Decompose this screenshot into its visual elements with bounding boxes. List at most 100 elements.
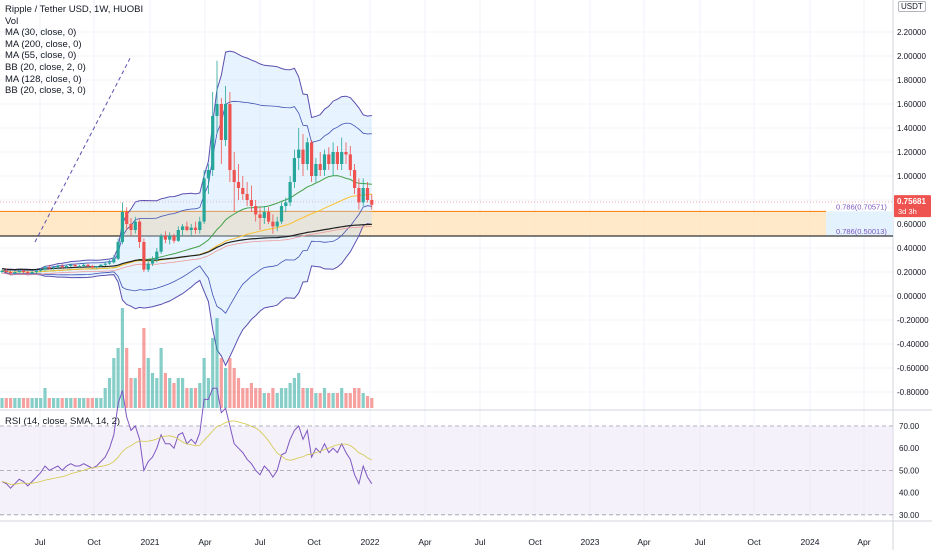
volume-bar xyxy=(138,368,142,408)
volume-bar xyxy=(181,378,185,408)
volume-bar xyxy=(271,388,275,408)
legend-ma55[interactable]: MA (55, close, 0) xyxy=(5,50,77,62)
candle-body xyxy=(168,236,172,240)
volume-bar xyxy=(305,388,309,408)
candle-body xyxy=(129,224,133,230)
candle-body xyxy=(77,266,81,267)
volume-bar xyxy=(275,393,279,408)
volume-bar xyxy=(21,398,26,408)
volume-bar xyxy=(69,398,73,408)
candle-body xyxy=(254,206,258,215)
legend-ma200[interactable]: MA (200, close, 0) xyxy=(5,38,82,50)
legend-ma128[interactable]: MA (128, close, 0) xyxy=(5,73,82,85)
rsi-tick-label: 40.00 xyxy=(899,489,920,498)
time-tick-label: 2023 xyxy=(581,537,600,547)
volume-bar xyxy=(39,398,43,408)
candle-body xyxy=(279,206,284,222)
volume-bar xyxy=(344,393,348,408)
candle-body xyxy=(47,267,51,269)
time-tick-label: 2021 xyxy=(141,537,160,547)
bb3-upper xyxy=(1,50,372,272)
volume-bar xyxy=(335,393,339,408)
candle-body xyxy=(150,260,155,264)
volume-bar xyxy=(34,398,38,408)
volume-bar xyxy=(73,398,77,408)
candle-body xyxy=(370,200,374,205)
volume-bar xyxy=(331,393,335,408)
volume-bar xyxy=(47,398,51,408)
time-tick-label: Apr xyxy=(857,537,870,547)
candle-body xyxy=(318,164,322,170)
candle-body xyxy=(155,251,159,260)
fib-zone xyxy=(0,211,826,236)
rsi-tick-label: 50.00 xyxy=(899,466,920,475)
candle-body xyxy=(43,267,47,270)
candle-body xyxy=(69,264,73,266)
candle-body xyxy=(310,142,314,176)
candle-body xyxy=(142,242,146,270)
volume-bar xyxy=(168,378,172,408)
price-tag-countdown: 3d 3h xyxy=(898,207,917,216)
time-tick-label: Oct xyxy=(87,537,101,547)
candle-body xyxy=(236,182,241,188)
candle-body xyxy=(21,270,26,272)
volume-bar xyxy=(318,393,322,408)
volume-bar xyxy=(292,378,296,408)
volume-bar xyxy=(107,378,112,408)
volume-bar xyxy=(163,373,167,408)
time-tick-label: Oct xyxy=(307,537,321,547)
price-tick-label: 2.20000 xyxy=(897,28,926,37)
legend-bb3[interactable]: BB (20, close, 3, 0) xyxy=(5,85,86,97)
candle-body xyxy=(249,200,253,206)
volume-bar xyxy=(116,348,120,408)
legend-bb2[interactable]: BB (20, close, 2, 0) xyxy=(5,61,86,73)
candle-body xyxy=(297,149,301,158)
volume-bar xyxy=(133,378,137,408)
price-tick-label: 2.00000 xyxy=(897,52,926,61)
indicator-legend: Ripple / Tether USD, 1W, HUOBI Vol MA (3… xyxy=(5,4,143,97)
volume-bar xyxy=(146,358,150,408)
volume-bar xyxy=(26,398,30,408)
volume-bar xyxy=(340,388,344,408)
legend-vol[interactable]: Vol xyxy=(5,15,19,27)
volume-bar xyxy=(125,348,129,408)
candle-body xyxy=(202,178,206,222)
candle-body xyxy=(211,116,215,170)
price-tick-label: 0.40000 xyxy=(897,244,926,253)
candle-body xyxy=(267,212,271,222)
symbol-title[interactable]: Ripple / Tether USD, 1W, HUOBI xyxy=(5,4,144,15)
candle-body xyxy=(198,221,202,230)
bb2-upper xyxy=(1,100,372,272)
volume-bar xyxy=(322,388,327,408)
volume-bar xyxy=(90,398,94,408)
volume-bar xyxy=(155,378,159,408)
candle-body xyxy=(64,266,69,268)
ma200-line xyxy=(1,226,372,275)
volume-bar xyxy=(185,388,189,408)
volume-bar xyxy=(56,398,60,408)
volume-bar xyxy=(370,398,374,408)
volume-bar xyxy=(353,388,357,408)
rsi-tick-label: 70.00 xyxy=(899,422,920,431)
volume-bar xyxy=(241,388,245,408)
candle-body xyxy=(26,272,30,274)
volume-bar xyxy=(82,398,86,408)
rsi-legend[interactable]: RSI (14, close, SMA, 14, 2) xyxy=(5,416,121,427)
candle-body xyxy=(344,152,348,155)
volume-bar xyxy=(189,388,193,408)
candle-body xyxy=(90,266,94,268)
time-tick-label: 2022 xyxy=(361,537,380,547)
time-tick-label: Oct xyxy=(528,537,542,547)
legend-ma30[interactable]: MA (30, close, 0) xyxy=(5,27,77,39)
candle-body xyxy=(30,272,34,274)
candle-body xyxy=(314,164,318,176)
currency-badge[interactable]: USDT xyxy=(898,1,926,12)
price-tick-label: -0.20000 xyxy=(897,316,929,325)
candle-body xyxy=(322,154,327,170)
volume-bar xyxy=(232,368,236,408)
price-tick-label: 0.60000 xyxy=(897,220,926,229)
candle-body xyxy=(176,230,180,241)
candle-body xyxy=(125,212,129,224)
candle-body xyxy=(116,242,120,259)
